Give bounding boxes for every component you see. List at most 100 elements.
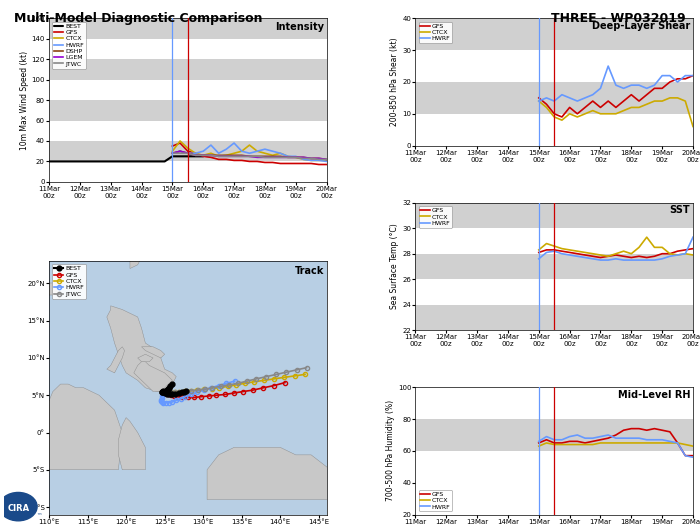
BEST (163, 391, 172, 397)
HWRF (162, 400, 170, 406)
GFS (650, 253, 659, 259)
HWRF (542, 94, 551, 101)
DSHP (206, 152, 215, 159)
CTCX (535, 247, 543, 253)
HWRF (168, 399, 176, 405)
HWRF (172, 397, 181, 404)
Legend: GFS, CTCX, HWRF: GFS, CTCX, HWRF (419, 206, 452, 228)
Line: CTCX: CTCX (162, 372, 307, 394)
CTCX (260, 377, 268, 383)
JTWC (300, 155, 308, 162)
CTCX (620, 108, 628, 114)
GFS (230, 390, 238, 396)
BEST (160, 389, 168, 395)
JTWC (171, 389, 179, 395)
CTCX (542, 240, 551, 247)
GFS (681, 76, 690, 82)
Legend: BEST, GFS, CTCX, HWRF, DSHP, LGEM, JTWC: BEST, GFS, CTCX, HWRF, DSHP, LGEM, JTWC (52, 22, 86, 68)
LGEM (253, 154, 261, 161)
HWRF (535, 438, 543, 445)
DSHP (245, 153, 253, 160)
DSHP (260, 153, 269, 160)
HWRF (604, 257, 612, 263)
CTCX (161, 388, 169, 395)
CTCX (290, 373, 299, 379)
CTCX (643, 234, 651, 240)
CTCX (253, 148, 261, 154)
LGEM (245, 153, 253, 160)
HWRF (291, 153, 300, 160)
GFS (183, 394, 192, 401)
LGEM (284, 154, 292, 161)
HWRF (230, 140, 238, 146)
GFS (230, 158, 238, 164)
LGEM (291, 154, 300, 161)
HWRF (596, 85, 605, 91)
Polygon shape (138, 354, 153, 362)
GFS (259, 385, 267, 391)
LGEM (268, 154, 277, 161)
CTCX (167, 388, 175, 395)
JTWC (175, 389, 183, 395)
JTWC (291, 154, 300, 161)
CTCX (260, 150, 269, 156)
DSHP (183, 150, 192, 156)
HWRF (276, 150, 284, 156)
GFS (635, 425, 643, 432)
CTCX (542, 104, 551, 111)
GFS (307, 160, 316, 166)
HWRF (681, 72, 690, 79)
Polygon shape (37, 284, 57, 295)
CTCX (224, 383, 232, 390)
HWRF (159, 400, 167, 406)
CTCX (193, 387, 201, 393)
CTCX (566, 111, 574, 117)
HWRF (193, 389, 201, 395)
BEST (191, 153, 200, 160)
Line: GFS: GFS (172, 143, 327, 164)
Bar (415, 82, 693, 114)
GFS (164, 391, 173, 397)
CTCX (268, 152, 277, 159)
Polygon shape (141, 347, 164, 358)
HWRF (187, 391, 195, 397)
Line: HWRF: HWRF (539, 435, 693, 457)
Line: DSHP: DSHP (172, 151, 327, 160)
HWRF (176, 396, 185, 402)
GFS (253, 158, 261, 164)
GFS (212, 392, 220, 398)
BEST (182, 387, 190, 394)
GFS (612, 252, 620, 258)
JTWC (194, 387, 202, 393)
BEST (99, 158, 107, 164)
GFS (589, 438, 597, 445)
CTCX (673, 252, 682, 258)
JTWC (164, 389, 172, 395)
HWRF (158, 393, 167, 399)
GFS (214, 156, 223, 163)
Bar (415, 203, 693, 228)
HWRF (558, 250, 566, 257)
Polygon shape (207, 447, 330, 500)
BEST (83, 158, 92, 164)
HWRF (183, 150, 192, 156)
GFS (658, 250, 666, 257)
HWRF (222, 380, 230, 386)
CTCX (535, 98, 543, 104)
HWRF (550, 437, 559, 443)
DSHP (253, 153, 261, 160)
CTCX (681, 98, 690, 104)
JTWC (160, 388, 168, 395)
GFS (204, 393, 213, 399)
JTWC (272, 371, 281, 377)
HWRF (666, 438, 674, 445)
CTCX (650, 244, 659, 250)
HWRF (168, 150, 176, 156)
Line: BEST: BEST (49, 156, 203, 161)
CTCX (558, 442, 566, 448)
HWRF (643, 437, 651, 443)
GFS (160, 389, 169, 395)
JTWC (315, 156, 323, 163)
GFS (635, 253, 643, 259)
CTCX (187, 387, 195, 394)
